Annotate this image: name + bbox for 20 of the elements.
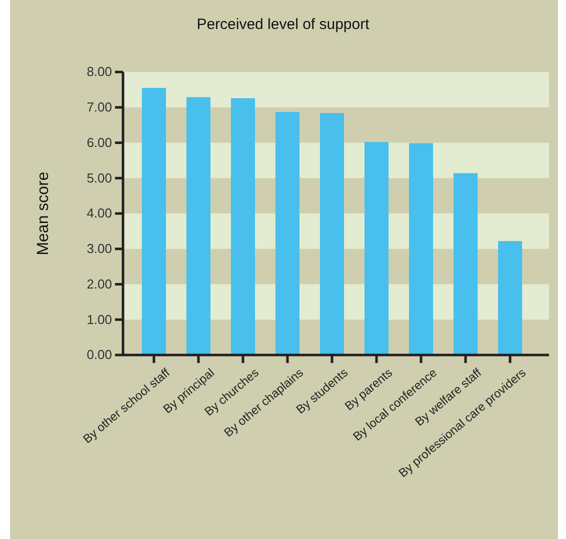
y-tick-label: 8.00 — [86, 64, 112, 80]
bar — [186, 97, 210, 355]
bar — [364, 142, 389, 355]
bar — [230, 98, 255, 355]
y-tick-label: 5.00 — [86, 170, 112, 186]
y-tick-label: 2.00 — [86, 276, 112, 292]
bar — [498, 241, 522, 355]
bar — [275, 112, 300, 355]
bar — [320, 113, 344, 355]
y-tick-label: 4.00 — [86, 206, 112, 221]
y-tick-label: 6.00 — [86, 134, 112, 150]
y-axis-title: Mean score — [35, 172, 52, 256]
chart-title: Perceived level of support — [196, 16, 370, 33]
y-tick-label: 3.00 — [86, 241, 112, 256]
y-tick-label: 1.00 — [86, 312, 112, 327]
y-tick-label: 7.00 — [86, 100, 112, 115]
bar — [409, 143, 434, 355]
bar — [454, 173, 478, 355]
bar — [142, 88, 166, 355]
y-tick-label: 0.00 — [86, 347, 112, 362]
